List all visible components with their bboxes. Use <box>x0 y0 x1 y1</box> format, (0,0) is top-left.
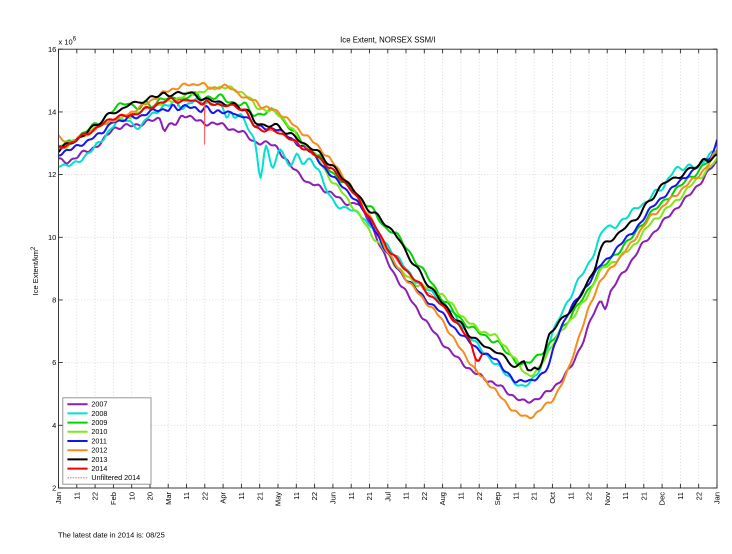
svg-text:11: 11 <box>292 492 301 500</box>
svg-text:Jan: Jan <box>54 492 63 504</box>
svg-text:22: 22 <box>420 492 429 500</box>
svg-text:12: 12 <box>48 170 56 179</box>
svg-text:2009: 2009 <box>91 418 107 427</box>
svg-text:10: 10 <box>127 492 136 500</box>
svg-text:x 106: x 106 <box>59 36 77 46</box>
svg-text:Aug: Aug <box>438 492 447 505</box>
svg-text:22: 22 <box>91 492 100 500</box>
svg-text:Ice Extent, NORSEX SSM/I: Ice Extent, NORSEX SSM/I <box>340 36 435 45</box>
svg-text:Ice Extent/km2: Ice Extent/km2 <box>31 246 40 295</box>
svg-text:2012: 2012 <box>91 446 107 455</box>
svg-text:10: 10 <box>48 233 56 242</box>
svg-text:2: 2 <box>52 484 56 493</box>
svg-text:11: 11 <box>511 492 520 500</box>
svg-text:11: 11 <box>237 492 246 500</box>
svg-text:11: 11 <box>72 492 81 500</box>
svg-text:21: 21 <box>365 492 374 500</box>
svg-text:22: 22 <box>694 492 703 500</box>
svg-text:11: 11 <box>566 492 575 500</box>
svg-text:Unfiltered 2014: Unfiltered 2014 <box>91 473 140 482</box>
svg-text:6: 6 <box>52 358 56 367</box>
svg-text:The latest date in 2014 is: 08: The latest date in 2014 is: 08/25 <box>58 531 165 540</box>
svg-text:Jun: Jun <box>329 492 338 504</box>
svg-text:22: 22 <box>310 492 319 500</box>
svg-text:Jul: Jul <box>383 492 392 502</box>
svg-text:Mar: Mar <box>164 492 173 505</box>
svg-text:8: 8 <box>52 296 56 305</box>
svg-text:21: 21 <box>255 492 264 500</box>
svg-text:May: May <box>274 492 283 506</box>
svg-text:20: 20 <box>146 492 155 500</box>
svg-text:2014: 2014 <box>91 464 107 473</box>
svg-text:Jan: Jan <box>713 492 722 504</box>
svg-text:16: 16 <box>48 45 56 54</box>
svg-text:21: 21 <box>530 492 539 500</box>
svg-text:11: 11 <box>182 492 191 500</box>
svg-text:11: 11 <box>676 492 685 500</box>
svg-text:21: 21 <box>639 492 648 500</box>
svg-text:11: 11 <box>457 492 466 500</box>
svg-text:Oct: Oct <box>548 491 557 504</box>
svg-text:4: 4 <box>52 421 56 430</box>
svg-text:Nov: Nov <box>603 492 612 506</box>
svg-text:2011: 2011 <box>91 436 106 445</box>
svg-text:Feb: Feb <box>109 492 118 505</box>
svg-text:22: 22 <box>200 492 209 500</box>
svg-text:Sep: Sep <box>493 492 502 505</box>
svg-text:11: 11 <box>347 492 356 500</box>
svg-text:11: 11 <box>621 492 630 500</box>
svg-text:2007: 2007 <box>91 400 107 409</box>
svg-text:Dec: Dec <box>658 492 667 506</box>
svg-text:2010: 2010 <box>91 427 107 436</box>
svg-text:2013: 2013 <box>91 455 107 464</box>
svg-text:22: 22 <box>585 492 594 500</box>
svg-text:11: 11 <box>402 492 411 500</box>
svg-text:Apr: Apr <box>219 491 228 503</box>
svg-text:22: 22 <box>475 492 484 500</box>
svg-text:14: 14 <box>48 108 56 117</box>
svg-text:2008: 2008 <box>91 409 107 418</box>
